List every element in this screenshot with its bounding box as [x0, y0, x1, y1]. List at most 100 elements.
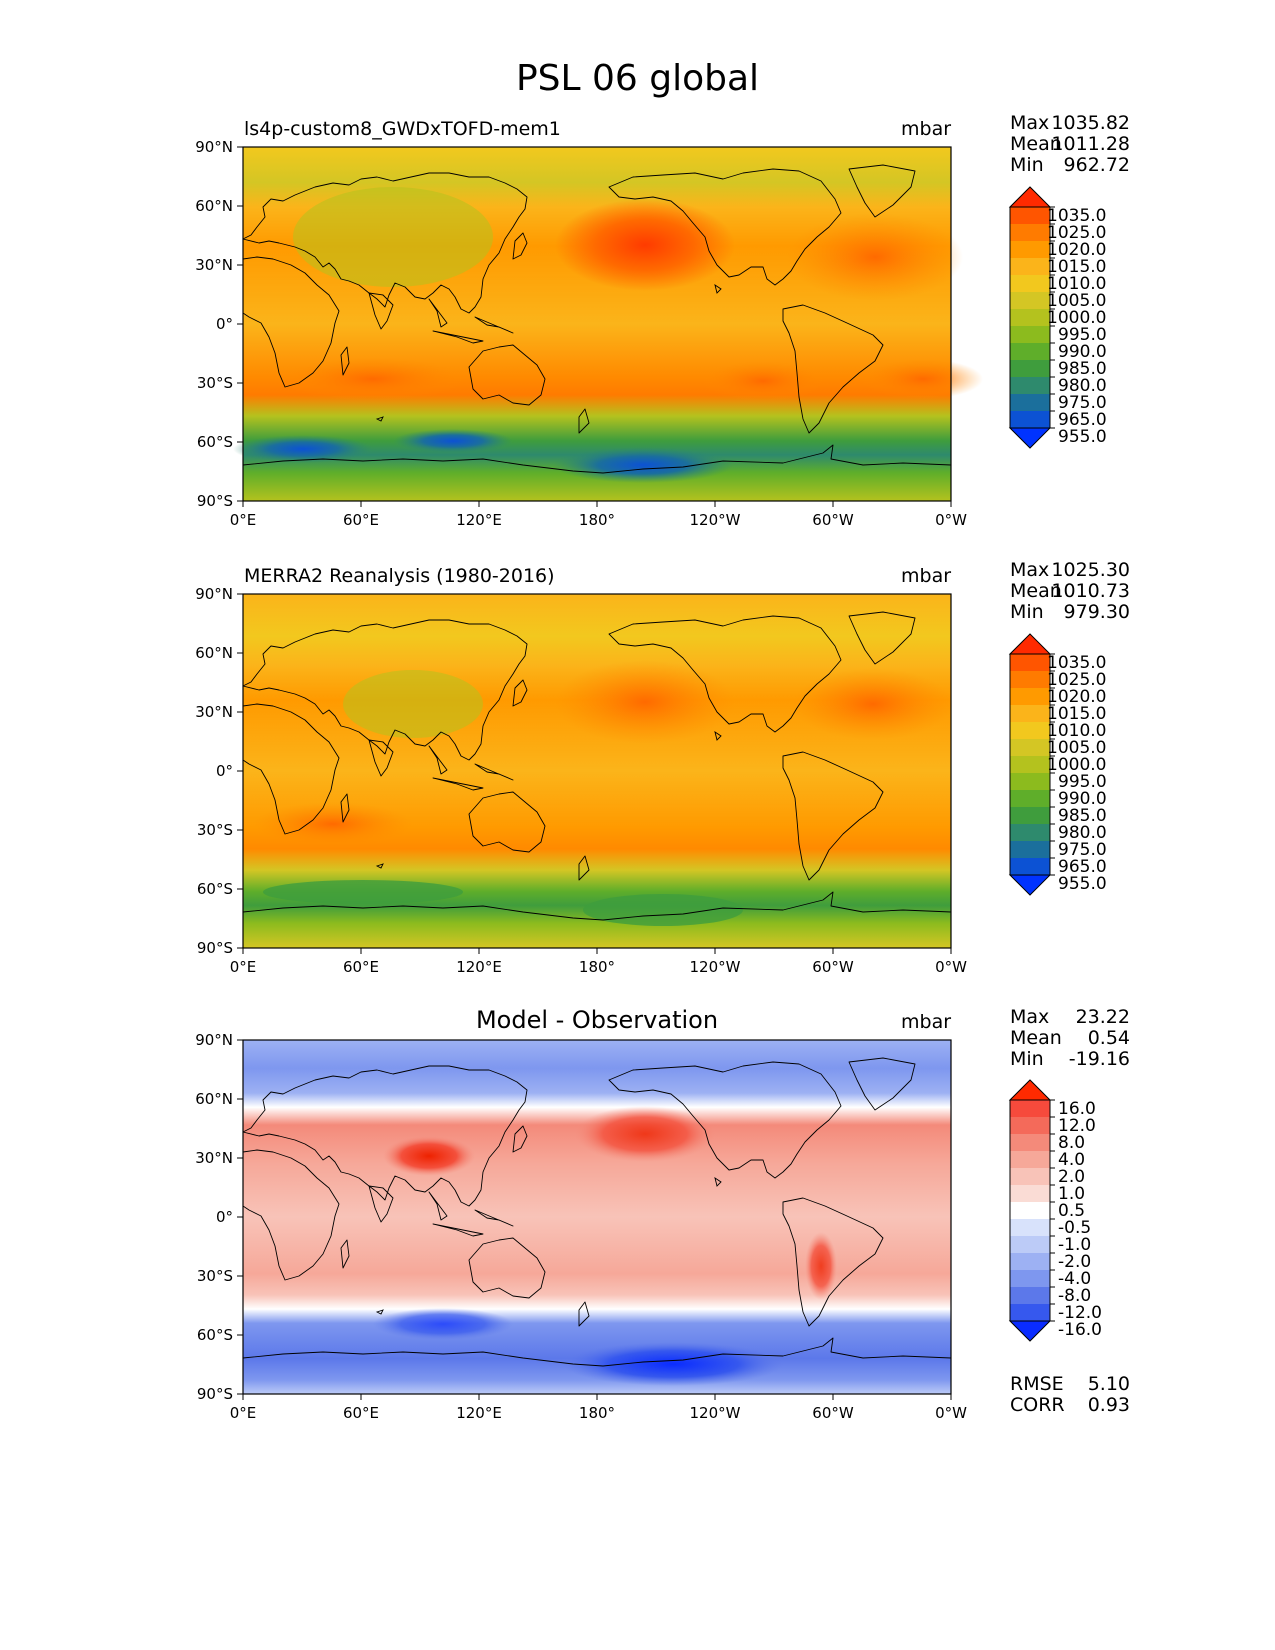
pos-anomaly-npac	[575, 1106, 715, 1162]
stat-rmse-value: 5.10	[1087, 1373, 1130, 1395]
colorbar-segment	[1010, 688, 1050, 705]
colorbar-level-label: -16.0	[1058, 1319, 1102, 1340]
lat-tick-label: 0°	[215, 315, 233, 333]
panel-obs	[242, 593, 953, 949]
colorbar-level-label: 965.0	[1058, 856, 1107, 877]
colorbar-segment	[1010, 343, 1050, 360]
colorbar-level-label: 990.0	[1058, 341, 1107, 362]
stat-mean-label-obs: Mean	[1010, 580, 1062, 602]
colorbar-segment	[1010, 377, 1050, 394]
colorbar-level-label: 1025.0	[1047, 669, 1107, 690]
stat-min-label-diff: Min	[1010, 1048, 1044, 1070]
stat-min-value-obs: 979.30	[1063, 601, 1130, 623]
colorbar-segment	[1010, 1168, 1050, 1185]
colorbar-level-label: -12.0	[1058, 1302, 1102, 1323]
map-field-diff	[243, 1040, 951, 1394]
pos-anomaly-andes	[805, 1232, 837, 1300]
colorbar-level-label: 0.5	[1058, 1200, 1086, 1221]
colorbar-extend-max	[1008, 633, 1052, 655]
high-north-atlantic	[787, 213, 963, 301]
lon-tick-label: 60°E	[342, 1404, 380, 1422]
lon-tick-label: 0°W	[935, 511, 967, 529]
lon-tick-label: 120°E	[456, 958, 502, 976]
colorbar-level-label: -2.0	[1058, 1251, 1092, 1272]
lat-tick-label: 30°S	[196, 821, 233, 839]
high-south-indian-obs	[253, 802, 413, 846]
lon-tick-label: 0°E	[229, 958, 257, 976]
low-southern-1	[233, 435, 373, 463]
colorbar-segment	[1010, 756, 1050, 773]
greenish-asia-obs	[343, 670, 483, 738]
colorbar-segment	[1010, 258, 1050, 275]
colorbar-segment	[1010, 411, 1050, 428]
lat-tick-label: 30°N	[195, 1149, 233, 1167]
lat-tick-label: 0°	[215, 1208, 233, 1226]
colorbar-level-label: 1000.0	[1047, 754, 1107, 775]
stat-mean-label-model: Mean	[1010, 133, 1062, 155]
high-south-atlantic	[863, 359, 983, 399]
lat-tick-label: 60°S	[196, 880, 233, 898]
panel-title-model: ls4p-custom8_GWDxTOFD-mem1	[244, 118, 561, 140]
colorbar-level-label: 1005.0	[1047, 737, 1107, 758]
lat-tick-label: 60°N	[195, 1090, 233, 1108]
colorbar-segment	[1010, 1202, 1050, 1219]
colorbar-extend-max	[1008, 186, 1052, 208]
stat-max-label-model: Max	[1010, 112, 1050, 134]
lon-tick-label: 60°E	[342, 958, 380, 976]
lat-tick-label: 90°N	[195, 138, 233, 156]
colorbar-segment	[1010, 773, 1050, 790]
low-southern-2	[393, 429, 513, 453]
lon-tick-label: 0°E	[229, 511, 257, 529]
colorbar-segment	[1010, 1287, 1050, 1304]
low-southern-obs-2	[583, 894, 743, 926]
lat-tick-label: 90°N	[195, 585, 233, 603]
stat-min-label-model: Min	[1010, 154, 1044, 176]
units-obs: mbar	[901, 565, 952, 587]
lon-tick-label: 120°W	[689, 1404, 741, 1422]
lat-tick-label: 60°S	[196, 433, 233, 451]
units-model: mbar	[901, 118, 952, 140]
lon-tick-label: 60°W	[812, 511, 854, 529]
panel-title-diff: Model - Observation	[475, 1006, 719, 1034]
lat-tick-label: 30°S	[196, 1267, 233, 1285]
colorbar-level-label: -8.0	[1058, 1285, 1092, 1306]
colorbar-level-label: 1035.0	[1047, 205, 1107, 226]
lon-tick-label: 120°E	[456, 1404, 502, 1422]
stat-mean-value-obs: 1010.73	[1051, 580, 1130, 602]
colorbar-level-label: 985.0	[1058, 805, 1107, 826]
colorbar-segment	[1010, 1134, 1050, 1151]
colorbar-level-label: -0.5	[1058, 1217, 1092, 1238]
colorbar-segment	[1010, 807, 1050, 824]
lat-tick-label: 30°S	[196, 374, 233, 392]
lon-tick-label: 120°E	[456, 511, 502, 529]
panel-title-obs: MERRA2 Reanalysis (1980-2016)	[244, 565, 555, 587]
colorbar-extend-min	[1008, 874, 1052, 896]
high-north-pacific	[555, 199, 735, 291]
low-southern-3	[553, 447, 733, 483]
colorbar-segment	[1010, 671, 1050, 688]
colorbar-segment	[1010, 360, 1050, 377]
colorbar-segment	[1010, 654, 1050, 671]
lon-tick-label: 60°W	[812, 1404, 854, 1422]
stat-max-value-obs: 1025.30	[1051, 559, 1130, 581]
colorbar-level-label: 16.0	[1058, 1098, 1096, 1119]
colorbar-segment	[1010, 1304, 1050, 1321]
colorbar-segment	[1010, 326, 1050, 343]
stat-min-value-model: 962.72	[1063, 154, 1130, 176]
colorbar-level-label: 975.0	[1058, 839, 1107, 860]
lat-tick-label: 90°S	[196, 492, 233, 510]
neg-anomaly-pacific-so	[563, 1342, 783, 1386]
colorbar-segment	[1010, 1270, 1050, 1287]
lat-tick-label: 90°S	[196, 1385, 233, 1403]
lon-tick-label: 180°	[578, 1404, 616, 1422]
lon-tick-label: 120°W	[689, 511, 741, 529]
colorbar-level-label: 1000.0	[1047, 307, 1107, 328]
colorbar-segment	[1010, 790, 1050, 807]
colorbar-extend-min	[1008, 427, 1052, 449]
colorbar-level-label: 12.0	[1058, 1115, 1096, 1136]
lat-tick-label: 90°S	[196, 939, 233, 957]
colorbar-level-label: 955.0	[1058, 426, 1107, 447]
panel-diff	[242, 1039, 952, 1395]
colorbar-level-label: 1025.0	[1047, 222, 1107, 243]
colorbar-segment	[1010, 1219, 1050, 1236]
